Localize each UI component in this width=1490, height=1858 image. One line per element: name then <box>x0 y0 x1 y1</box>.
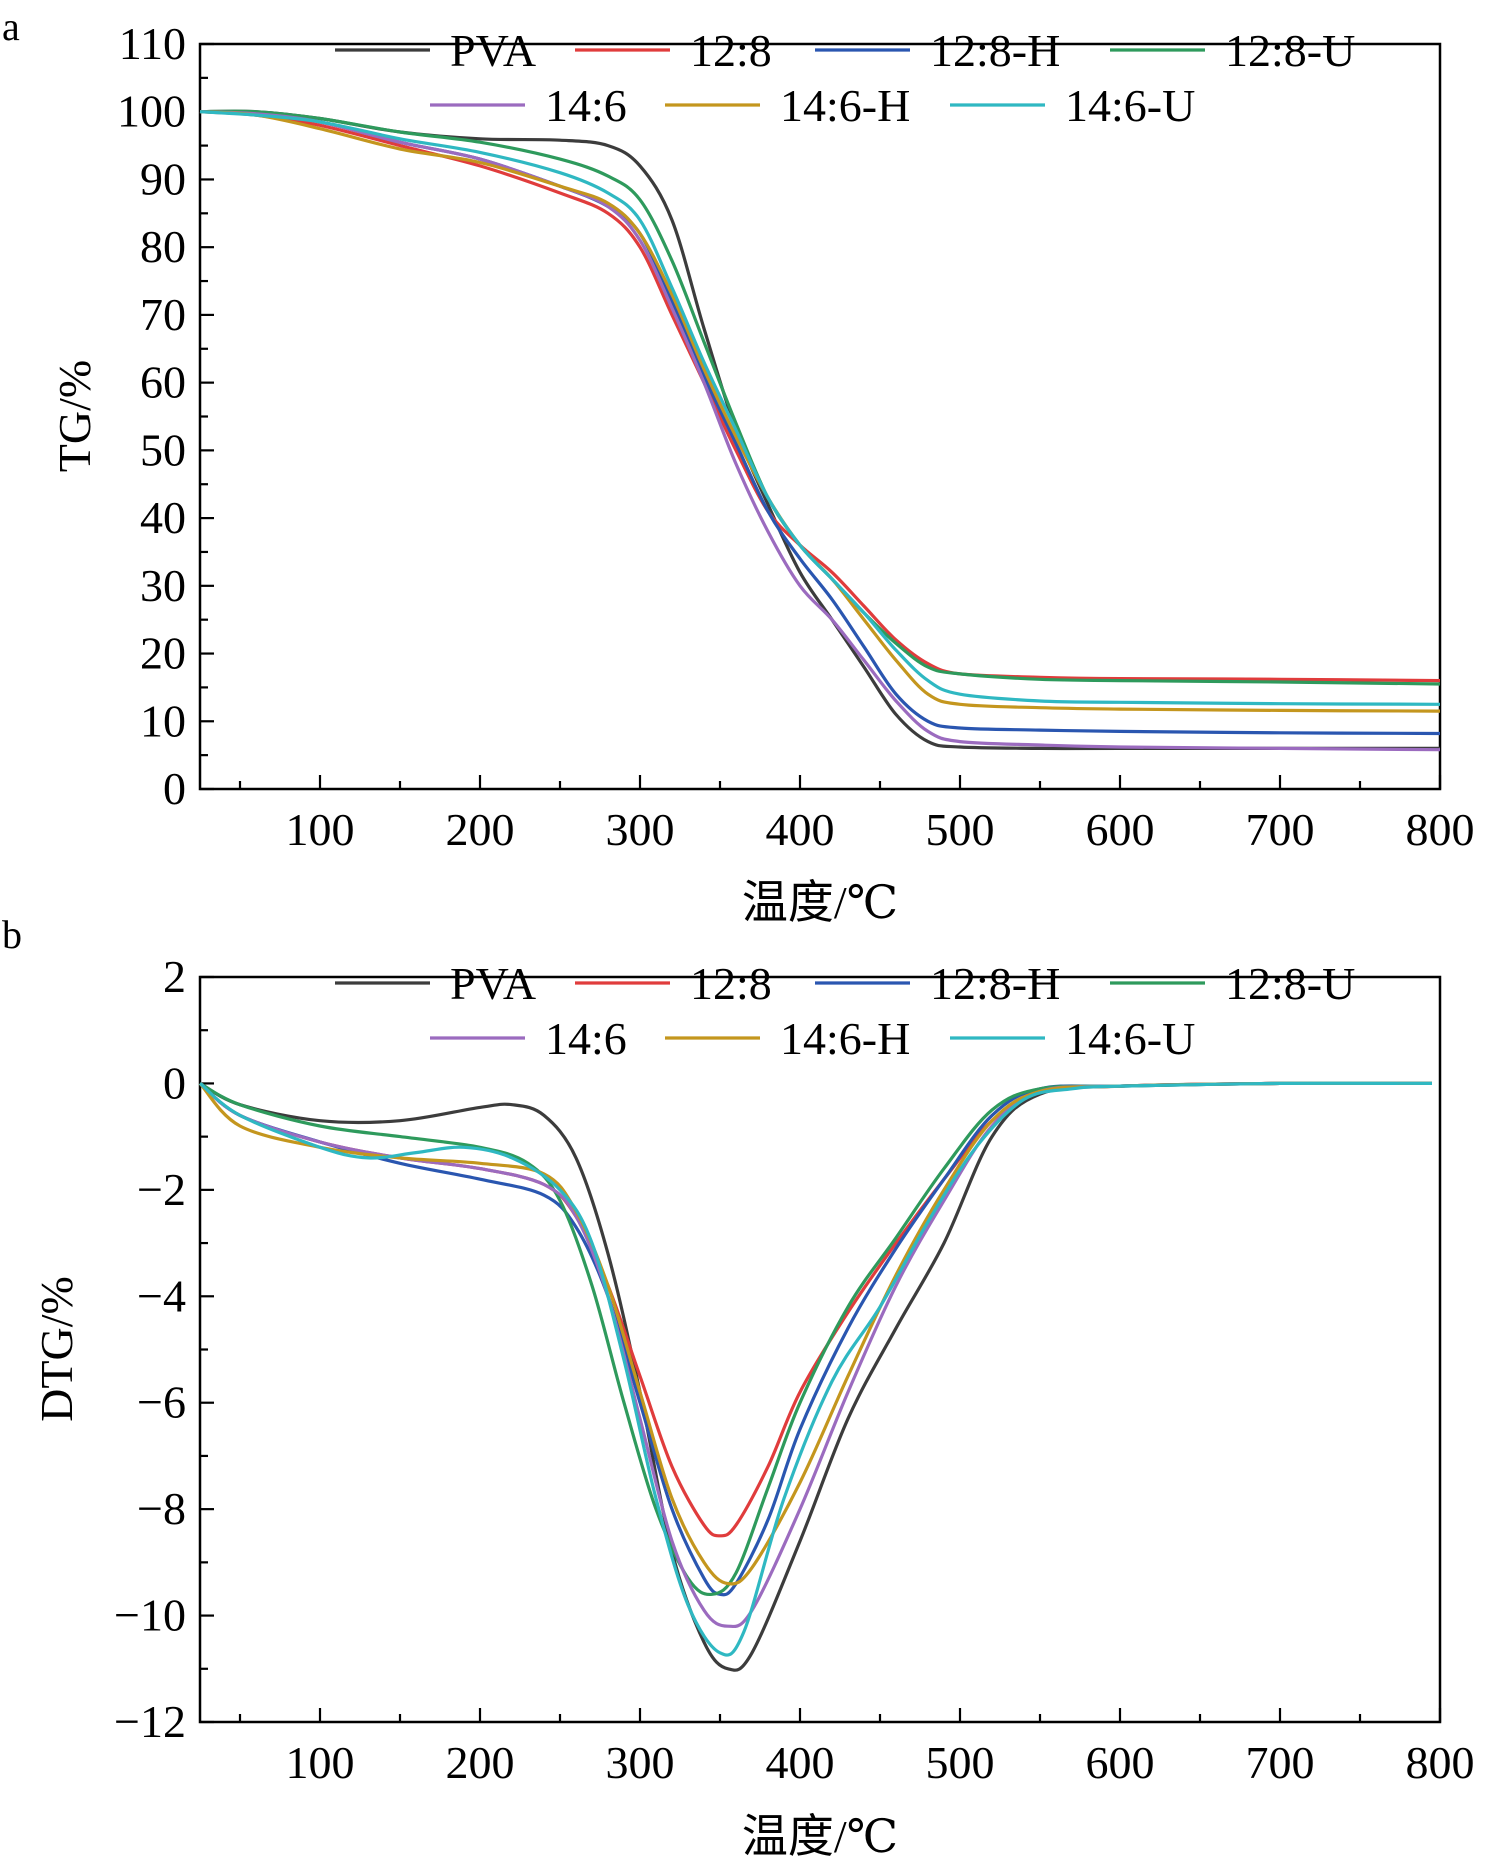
panel-a-legend-entry-12-8-u: 12:8-U <box>1110 25 1355 76</box>
panel-a-series-line-14-6-h <box>199 110 1441 713</box>
panel-a-legend-entry-14-6-h: 14:6-H <box>665 80 910 131</box>
panel-a-y-tick-label: 70 <box>140 289 186 340</box>
panel-b-legend-entry-pva: PVA <box>335 958 536 1009</box>
panel-a-y-tick-label: 10 <box>140 695 186 746</box>
panel-a-y-tick-label: 90 <box>140 153 186 204</box>
panel-b-x-tick-label-800: 800 <box>1406 1737 1475 1788</box>
panel-a-x-tick-label-500: 500 <box>926 804 995 855</box>
panel-b-series-line-12-8-h <box>198 1081 1433 1597</box>
panel-a-series-line-14-6-u <box>199 110 1441 706</box>
panel-b-x-tick-label-100: 100 <box>286 1737 355 1788</box>
panel-a-series-lines <box>199 109 1441 752</box>
panel-a-legend-label-14-6: 14:6 <box>545 80 627 131</box>
panel-b-ylabel: DTG/% <box>31 1276 82 1422</box>
panel-b-series-line-12-8-u <box>199 1081 1433 1597</box>
panel-a-legend-entry-12-8-h: 12:8-H <box>815 25 1060 76</box>
panel-b-x-tick-label-500: 500 <box>926 1737 995 1788</box>
panel-a-ylabel: TG/% <box>49 360 100 472</box>
panel-a-y-tick-label: 40 <box>140 492 186 543</box>
panel-a-y-tick-label: 20 <box>140 628 186 679</box>
panel-b-x-tick-label-700: 700 <box>1246 1737 1315 1788</box>
panel-a-y-ticks: 0 10 20 30 40 50 60 70 80 90 100 110 <box>117 18 214 814</box>
panel-a-y-tick-label: 50 <box>140 424 186 475</box>
panel-b-legend-entry-12-8-u: 12:8-U <box>1110 958 1355 1009</box>
panel-a-legend-entry-14-6-u: 14:6-U <box>950 80 1195 131</box>
panel-a-y-tick-label: 60 <box>140 357 186 408</box>
panel-a-legend-label-pva: PVA <box>450 25 536 76</box>
panel-b-xlabel: 温度/℃ <box>742 1811 898 1858</box>
panel-b-series-line-14-6-u <box>198 1081 1433 1657</box>
panel-b-series-line-14-6 <box>198 1081 1433 1629</box>
panel-b-x-tick-label-600: 600 <box>1086 1737 1155 1788</box>
panel-b-legend-entry-14-6: 14:6 <box>430 1013 627 1064</box>
panel-a-label: a <box>2 4 20 49</box>
panel-b-legend-label-pva: PVA <box>450 958 536 1009</box>
panel-b-x-tick-label-300: 300 <box>606 1737 675 1788</box>
panel-a-legend-label-12-8-h: 12:8-H <box>930 25 1060 76</box>
panel-a-series-line-pva <box>199 109 1440 751</box>
panel-a-y-tick-label: 110 <box>119 18 186 69</box>
panel-b-legend-entry-12-8: 12:8 <box>575 958 772 1009</box>
panel-b-y-ticks: −12 −10 −8 −6 −4 −2 0 2 <box>114 951 214 1747</box>
panel-a-x-ticks: 100 200 300 400 500 600 700 800 <box>238 775 1475 855</box>
panel-a: a 100 200 300 400 500 600 700 800 0 10 20 30 40 50 60… <box>2 4 1475 928</box>
panel-b-legend-label-12-8: 12:8 <box>690 958 772 1009</box>
panel-a-legend-label-14-6-u: 14:6-U <box>1065 80 1195 131</box>
panel-b-legend: PVA 12:8 12:8-H 12:8-U 14:6 14:6-H 14:6-U <box>335 958 1355 1064</box>
panel-a-legend-entry-14-6: 14:6 <box>430 80 627 131</box>
panel-b-legend-entry-14-6-u: 14:6-U <box>950 1013 1195 1064</box>
panel-a-series-line-12-8-h <box>199 110 1441 736</box>
panel-a-xlabel: 温度/℃ <box>742 877 898 928</box>
panel-a-y-tick-label: 30 <box>140 560 186 611</box>
panel-a-y-tick-label: 0 <box>163 763 186 814</box>
panel-b-y-tick-label: −2 <box>137 1164 186 1215</box>
panel-a-plot-frame <box>198 42 1442 791</box>
panel-a-series-line-12-8-u <box>199 109 1441 686</box>
panel-b-y-tick-label: −10 <box>114 1590 186 1641</box>
panel-a-legend: PVA 12:8 12:8-H 12:8-U 14:6 14:6-H 14:6-U <box>335 25 1355 131</box>
panel-b-y-tick-label: −12 <box>114 1696 186 1747</box>
panel-b-label: b <box>2 912 22 957</box>
panel-a-legend-label-12-8-u: 12:8-U <box>1225 25 1355 76</box>
panel-b-legend-label-12-8-h: 12:8-H <box>930 958 1060 1009</box>
panel-b-y-tick-label: −4 <box>137 1270 186 1321</box>
panel-a-y-tick-label: 80 <box>140 221 186 272</box>
panel-b-legend-entry-14-6-h: 14:6-H <box>665 1013 910 1064</box>
panel-a-legend-entry-pva: PVA <box>335 25 536 76</box>
panel-b-plot-frame <box>198 975 1442 1724</box>
panel-a-x-tick-label-400: 400 <box>766 804 835 855</box>
panel-b-y-tick-label: −8 <box>137 1483 186 1534</box>
panel-b-x-ticks: 100 200 300 400 500 600 700 800 <box>238 1708 1475 1788</box>
panel-b-y-tick-label: 0 <box>163 1057 186 1108</box>
panel-a-x-tick-label-200: 200 <box>446 804 515 855</box>
panel-b-y-tick-label: −6 <box>137 1377 186 1428</box>
panel-b-legend-label-14-6-u: 14:6-U <box>1065 1013 1195 1064</box>
panel-b-x-tick-label-200: 200 <box>446 1737 515 1788</box>
panel-a-x-tick-label-700: 700 <box>1246 804 1315 855</box>
panel-a-y-tick-label: 100 <box>117 86 186 137</box>
panel-a-x-tick-label-800: 800 <box>1406 804 1475 855</box>
panel-a-series-line-14-6 <box>199 110 1441 752</box>
panel-a-legend-entry-12-8: 12:8 <box>575 25 772 76</box>
panel-b-legend-label-14-6: 14:6 <box>545 1013 627 1064</box>
panel-b-series-lines <box>198 1081 1433 1672</box>
panel-a-x-tick-label-600: 600 <box>1086 804 1155 855</box>
panel-a-legend-label-12-8: 12:8 <box>690 25 772 76</box>
panel-a-x-tick-label-300: 300 <box>606 804 675 855</box>
panel-a-legend-label-14-6-h: 14:6-H <box>780 80 910 131</box>
panel-b-x-tick-label-400: 400 <box>766 1737 835 1788</box>
panel-b-legend-label-14-6-h: 14:6-H <box>780 1013 910 1064</box>
panel-b: b 100 200 300 400 500 600 700 800 −12−10−8−6−4−… <box>2 912 1475 1858</box>
panel-b-legend-entry-12-8-h: 12:8-H <box>815 958 1060 1009</box>
panel-a-series-line-12-8 <box>199 110 1441 683</box>
panel-a-x-tick-label-100: 100 <box>286 804 355 855</box>
panel-b-y-tick-label: 2 <box>163 951 186 1002</box>
panel-b-series-line-pva <box>199 1081 1433 1672</box>
panel-b-legend-label-12-8-u: 12:8-U <box>1225 958 1355 1009</box>
